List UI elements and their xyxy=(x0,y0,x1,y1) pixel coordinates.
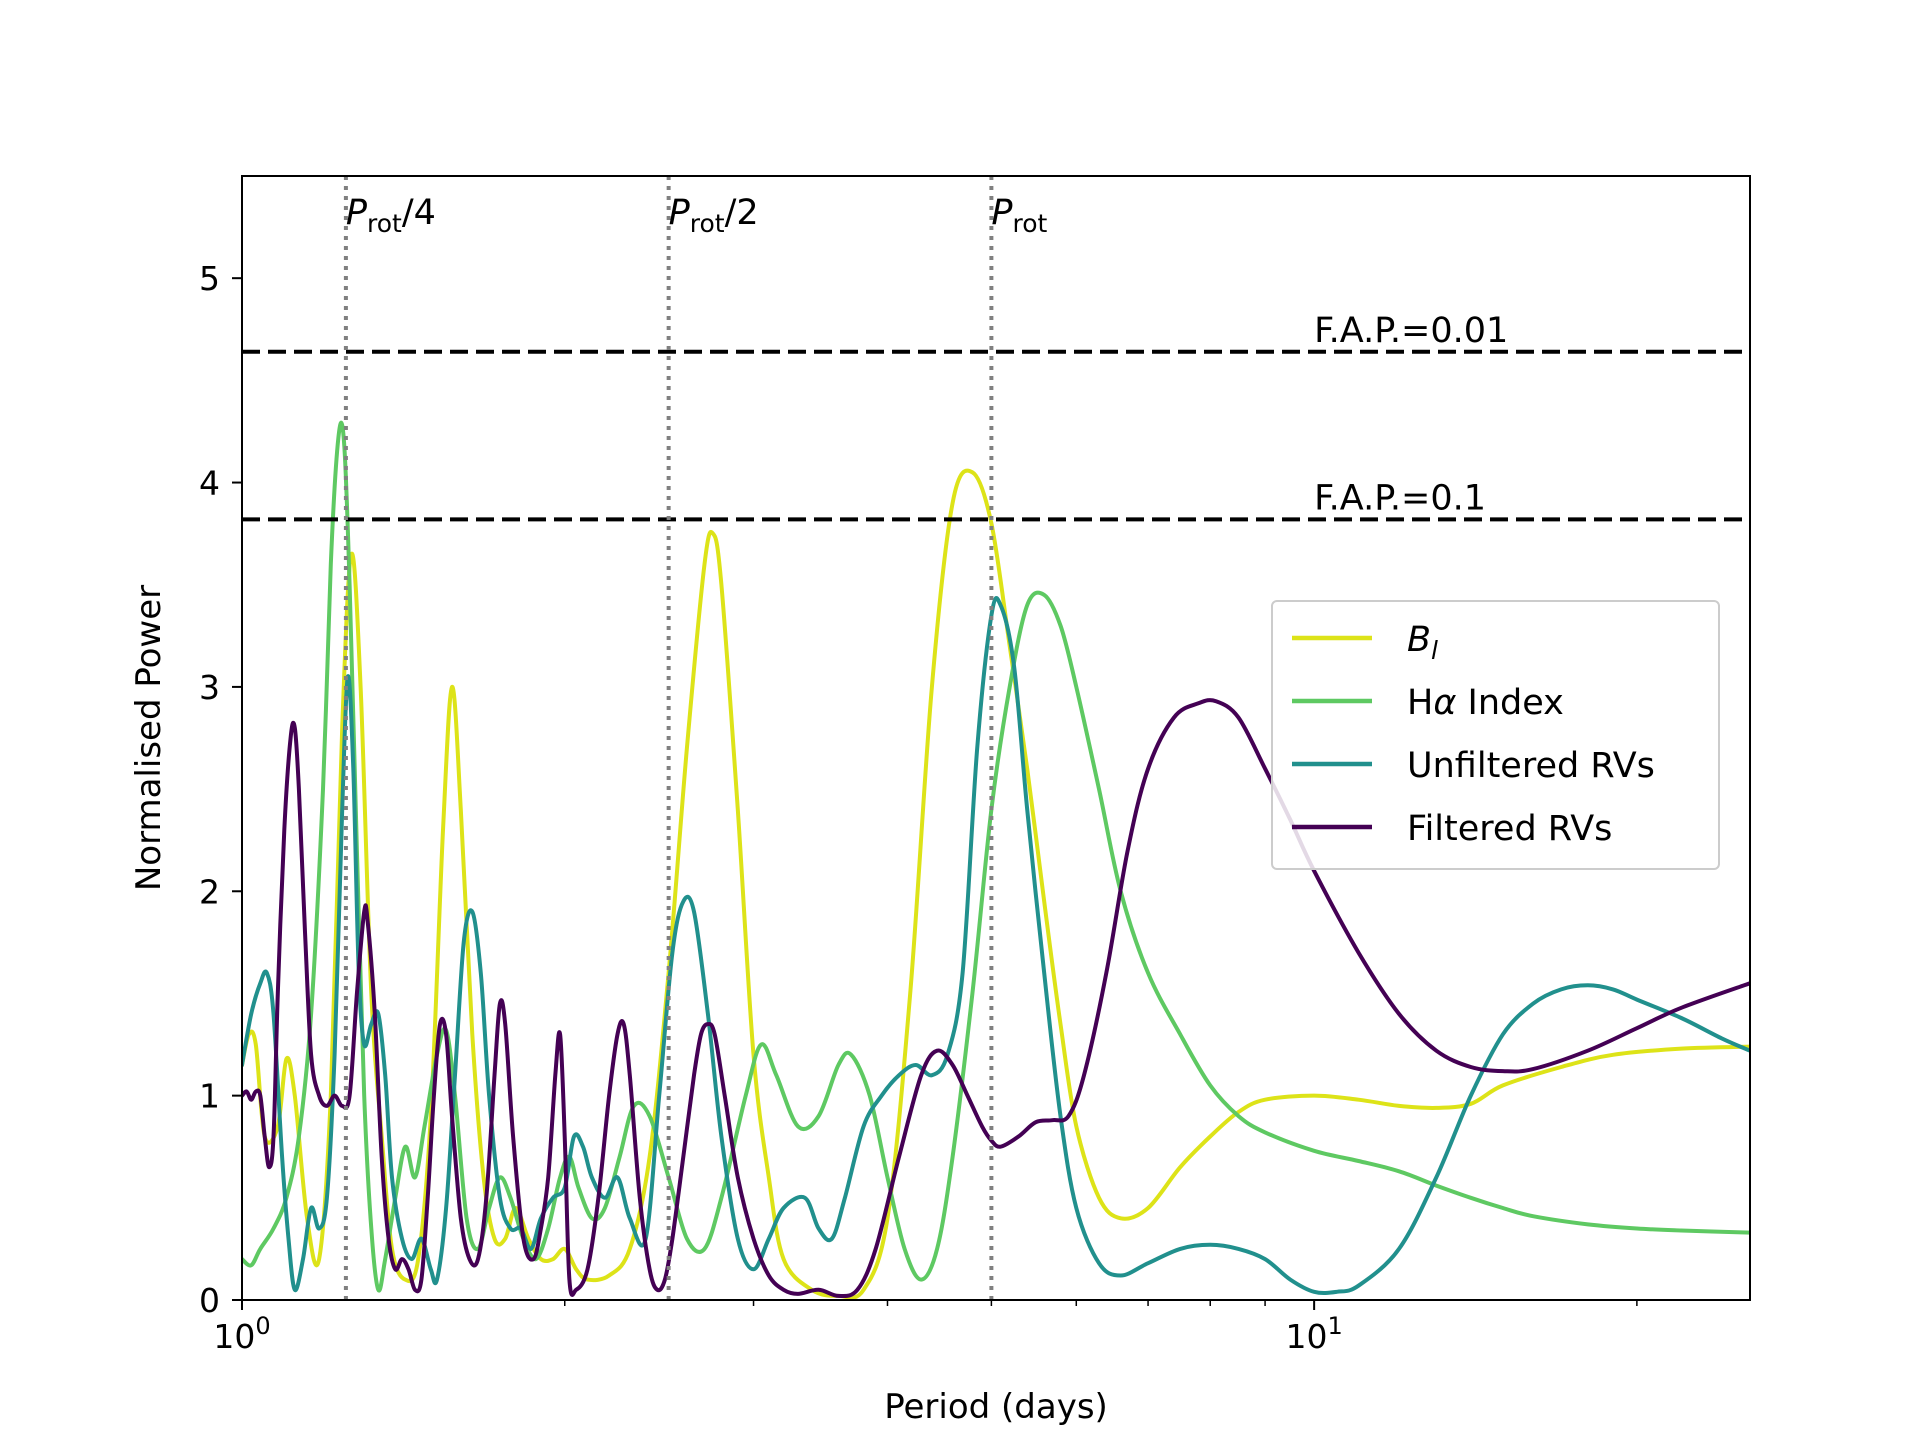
period-marker-label-1: Prot/2 xyxy=(669,193,759,238)
x-tick-label-0: 100 xyxy=(213,1312,270,1356)
x-axis-ticks: 100 101 xyxy=(213,1300,1638,1356)
fap-label-0: F.A.P.=0.01 xyxy=(1314,311,1508,351)
period-markers: Prot/4 Prot/2 Prot xyxy=(343,176,1048,1300)
legend-label-0: Bl xyxy=(1407,620,1438,665)
y-tick-label-3: 3 xyxy=(199,668,220,707)
legend-label-2: Unfiltered RVs xyxy=(1407,746,1655,786)
legend-label-1: Hα Index xyxy=(1407,683,1564,723)
legend-label-3: Filtered RVs xyxy=(1407,809,1612,849)
y-tick-label-5: 5 xyxy=(199,259,220,298)
series-layer xyxy=(242,420,1750,1300)
period-marker-label-2: Prot xyxy=(991,193,1047,238)
x-axis-label: Period (days) xyxy=(884,1387,1108,1427)
plot-frame xyxy=(241,175,1751,1301)
x-tick-label-1: 101 xyxy=(1285,1312,1342,1356)
y-tick-label-4: 4 xyxy=(199,464,220,503)
legend-box xyxy=(1271,600,1720,870)
period-marker-label-0: Prot/4 xyxy=(346,193,436,238)
y-axis-ticks: 0 1 2 3 4 5 xyxy=(199,259,242,1320)
series-line-2 xyxy=(242,596,1750,1295)
series-line-0 xyxy=(242,468,1750,1300)
legend: Bl Hα Index Unfiltered RVs Filtered RVs xyxy=(1271,600,1720,870)
fap-label-1: F.A.P.=0.1 xyxy=(1314,478,1486,518)
y-tick-label-0: 0 xyxy=(199,1281,220,1320)
fap-lines: F.A.P.=0.01 F.A.P.=0.1 xyxy=(242,311,1750,522)
y-tick-label-1: 1 xyxy=(199,1077,220,1116)
series-line-3 xyxy=(242,698,1750,1299)
y-axis-label: Normalised Power xyxy=(129,585,169,891)
y-tick-label-2: 2 xyxy=(199,872,220,911)
